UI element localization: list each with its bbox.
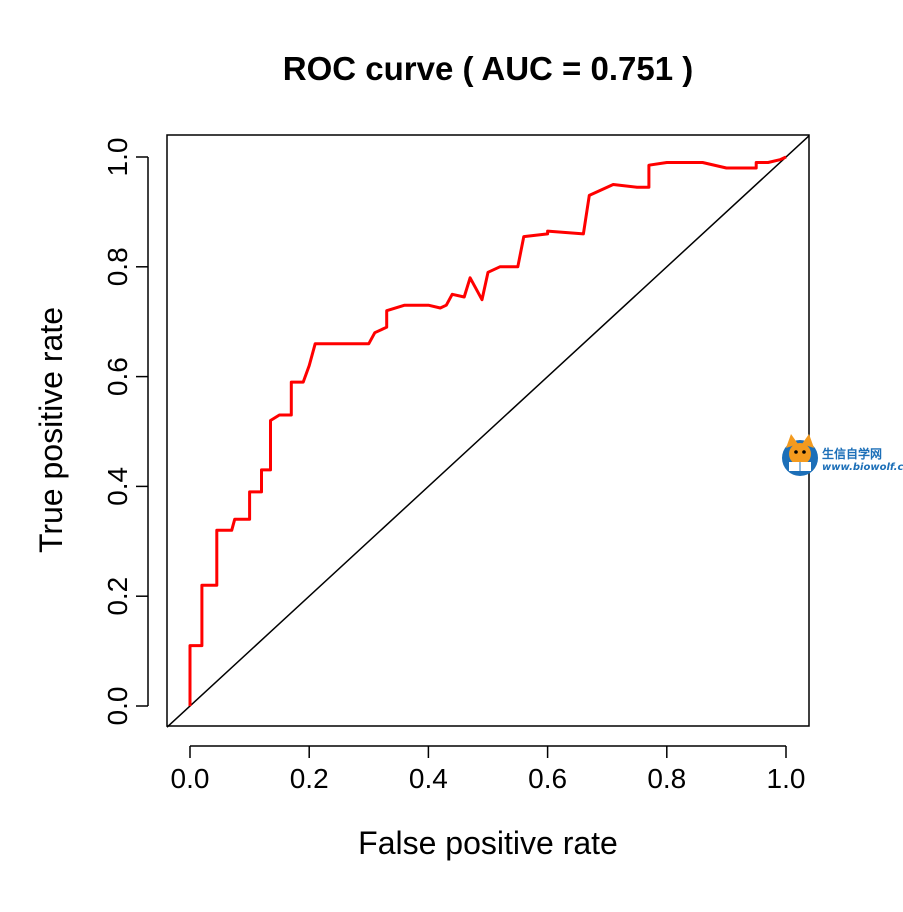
y-tick-label: 0.6 [102, 357, 133, 396]
y-tick-label: 0.2 [102, 577, 133, 616]
roc-curve [188, 155, 787, 706]
y-axis-label: True positive rate [33, 307, 69, 553]
watermark: 生信自学网 www.biowolf.cn [782, 434, 903, 476]
x-axis: 0.0 0.2 0.4 0.6 0.8 1.0 [171, 745, 806, 794]
x-tick-label: 0.6 [528, 763, 567, 794]
y-tick-label: 0.0 [102, 687, 133, 726]
x-tick-label: 0.0 [171, 763, 210, 794]
x-tick-label: 0.8 [647, 763, 686, 794]
plot-frame [166, 134, 810, 727]
y-axis: 0.0 0.2 0.4 0.6 0.8 1.0 [102, 138, 149, 726]
x-tick-label: 1.0 [767, 763, 806, 794]
y-tick-label: 1.0 [102, 138, 133, 177]
diagonal-reference-line [166, 135, 810, 728]
watermark-name: 生信自学网 [822, 446, 882, 461]
watermark-url: www.biowolf.cn [822, 462, 903, 473]
x-axis-label: False positive rate [358, 825, 618, 861]
fox-logo-icon [782, 434, 818, 476]
x-tick-label: 0.2 [290, 763, 329, 794]
x-tick-label: 0.4 [409, 763, 448, 794]
y-tick-label: 0.4 [102, 467, 133, 506]
chart-title: ROC curve ( AUC = 0.751 ) [283, 50, 694, 87]
y-tick-label: 0.8 [102, 247, 133, 286]
